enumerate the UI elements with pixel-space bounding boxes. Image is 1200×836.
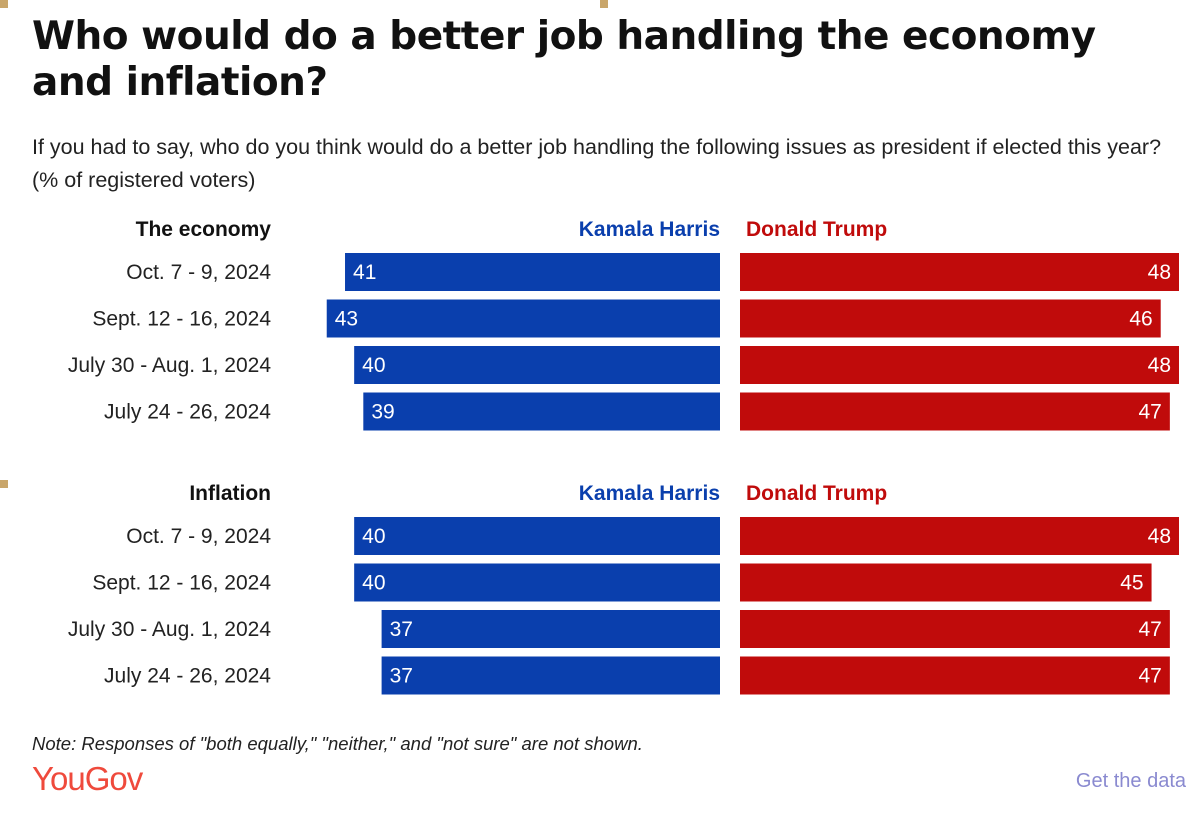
date-label: Oct. 7 - 9, 2024	[126, 525, 271, 548]
trump-bar	[740, 253, 1179, 291]
harris-value-label: 40	[362, 525, 385, 548]
trump-value-label: 47	[1138, 401, 1161, 424]
harris-value-label: 37	[390, 618, 413, 641]
corner-marker	[0, 0, 8, 8]
harris-bar	[381, 610, 720, 648]
trump-value-label: 45	[1120, 572, 1143, 595]
legend-trump: Donald Trump	[746, 218, 887, 241]
trump-bar	[740, 299, 1161, 338]
corner-marker	[600, 0, 608, 8]
trump-value-label: 48	[1148, 354, 1171, 377]
trump-value-label: 46	[1129, 308, 1152, 331]
date-label: Oct. 7 - 9, 2024	[126, 261, 271, 284]
trump-bar	[740, 610, 1170, 648]
trump-bar	[740, 392, 1170, 431]
harris-bar	[363, 392, 720, 431]
trump-value-label: 47	[1138, 618, 1161, 641]
date-label: July 24 - 26, 2024	[104, 401, 271, 424]
harris-value-label: 37	[390, 665, 413, 688]
harris-bar	[354, 346, 720, 384]
harris-bar	[345, 253, 720, 291]
legend-harris: Kamala Harris	[579, 482, 720, 505]
trump-bar	[740, 517, 1179, 555]
date-label: July 30 - Aug. 1, 2024	[68, 354, 271, 377]
legend-trump: Donald Trump	[746, 482, 887, 505]
trump-value-label: 48	[1148, 261, 1171, 284]
trump-value-label: 47	[1138, 665, 1161, 688]
chart-title: Who would do a better job handling the e…	[32, 14, 1096, 105]
section-title: Inflation	[189, 482, 271, 505]
trump-value-label: 48	[1148, 525, 1171, 548]
get-the-data-link[interactable]: Get the data	[1075, 770, 1186, 792]
chart-subtitle: If you had to say, who do you think woul…	[32, 135, 1162, 192]
date-label: July 24 - 26, 2024	[104, 665, 271, 688]
harris-bar	[354, 517, 720, 555]
harris-value-label: 43	[335, 308, 358, 331]
date-label: Sept. 12 - 16, 2024	[92, 308, 271, 331]
harris-bar	[354, 563, 720, 602]
corner-marker	[0, 480, 8, 488]
legend-harris: Kamala Harris	[579, 218, 720, 241]
date-label: Sept. 12 - 16, 2024	[92, 572, 271, 595]
chart-note: Note: Responses of "both equally," "neit…	[32, 733, 643, 754]
harris-value-label: 40	[362, 354, 385, 377]
harris-bar	[381, 656, 720, 695]
trump-bar	[740, 346, 1179, 384]
trump-bar	[740, 656, 1170, 695]
harris-bar	[326, 299, 720, 338]
yougov-logo: YouGov	[32, 760, 143, 797]
harris-value-label: 40	[362, 572, 385, 595]
trump-bar	[740, 563, 1152, 602]
section-title: The economy	[136, 218, 272, 241]
harris-value-label: 41	[353, 261, 376, 284]
harris-value-label: 39	[371, 401, 394, 424]
date-label: July 30 - Aug. 1, 2024	[68, 618, 271, 641]
